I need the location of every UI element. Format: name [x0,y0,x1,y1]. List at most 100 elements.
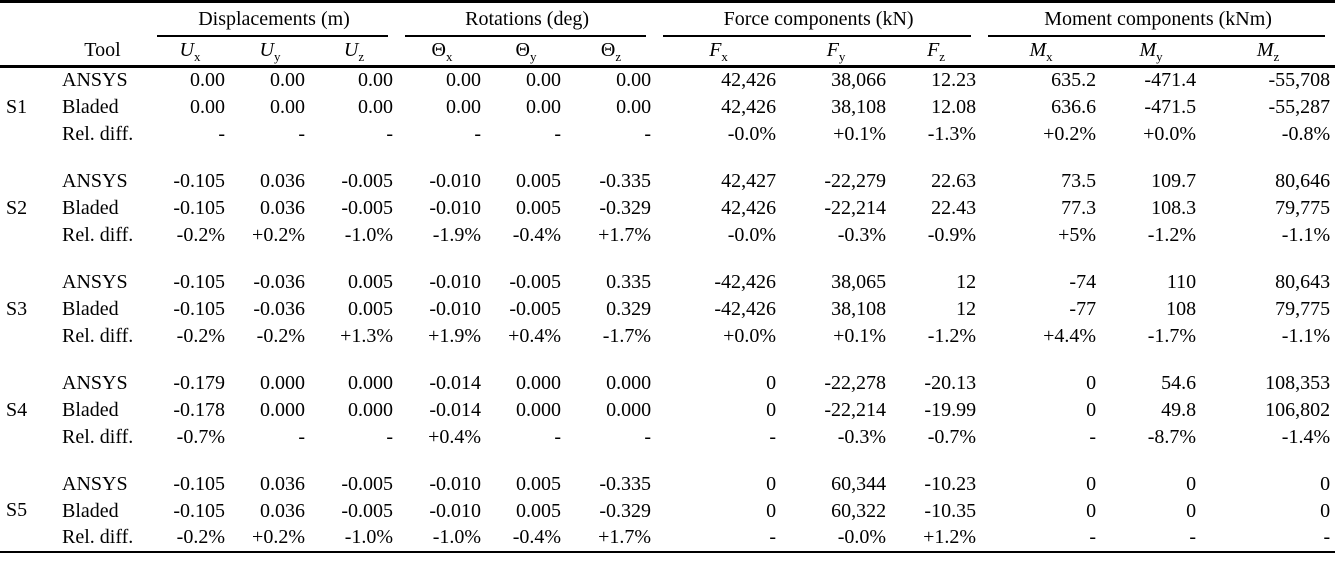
value-cell: +1.7% [598,526,652,548]
value-cell: +0.1% [833,122,887,145]
value-cell: -0.010 [429,499,482,522]
table-row: Rel. diff. -0.7% - - +0.4% - - - -0.3% -0.7% - -8.7… [0,424,1335,451]
value-cell: 22.43 [931,196,977,219]
value-cell: 0.00 [358,95,394,118]
symbol-u: U [179,39,194,62]
value-cell: 0.00 [270,69,305,92]
spacer-cell [0,249,1335,269]
value-cell: -471.5 [1144,95,1197,118]
value-cell: -1.1% [1281,223,1331,246]
table-row: Bladed -0.105 0.036 -0.005 -0.010 0.005 -0.329… [0,498,1335,525]
value-cell: +5% [1058,223,1097,246]
section-spacer [0,350,1335,370]
value-cell: 0.00 [526,95,562,118]
value-cell: -1.2% [1147,223,1197,246]
value-cell: 42,427 [721,169,777,192]
value-cell: -0.7% [927,425,977,448]
value-cell: -1.7% [602,324,652,347]
value-cell: 108,353 [1265,371,1331,394]
symbol-m: M [1256,39,1274,62]
subscript-z: z [939,49,946,65]
value-cell: 0.005 [348,270,394,293]
value-cell: 0.000 [516,371,562,394]
value-cell: -22,279 [824,169,887,192]
value-cell: 38,065 [831,270,887,293]
table-row: S5 ANSYS -0.105 0.036 -0.005 -0.010 0.005 -0.33… [0,471,1335,522]
value-cell: 77.3 [1061,196,1097,219]
value-cell: 60,322 [831,499,887,522]
value-cell: -0.014 [429,398,482,421]
value-cell: 0.036 [260,196,305,219]
value-cell: -42,426 [714,270,777,293]
tool-cell: Rel. diff. [62,425,134,448]
value-cell: -0.179 [173,371,225,394]
value-cell: -0.036 [253,270,305,293]
value-cell: 0.000 [260,398,305,421]
symbol-f: F [826,39,839,62]
value-cell: -0.2% [176,526,225,548]
value-cell: 38,108 [831,297,887,320]
value-cell: -1.1% [1281,324,1331,347]
col-header-tool: Tool [55,36,150,68]
value-cell: -1.9% [432,223,482,246]
col-header-theta-z: Θz [566,36,657,68]
value-cell: +1.2% [923,526,977,548]
value-cell: -0.005 [341,472,394,495]
table-row: Rel. diff. -0.2% +0.2% -1.0% -1.0% -0.4% +1.7%… [0,525,1335,552]
value-cell: 38,108 [831,95,887,118]
value-cell: - [298,122,305,145]
value-cell: 0.036 [260,472,305,495]
spacer-cell [0,148,1335,168]
col-header-my: My [1101,36,1202,68]
group-header-moments: Moment components (kNm) [981,2,1335,37]
symbol-u: U [259,39,274,62]
table-row: Bladed -0.105 -0.036 0.005 -0.010 -0.005 0.329… [0,296,1335,323]
tool-cell: Rel. diff. [62,122,134,145]
value-cell: - [298,425,305,448]
value-cell: +0.2% [252,526,305,548]
tool-cell: Rel. diff. [62,324,134,347]
value-cell: 80,646 [1275,169,1331,192]
symbol-theta: Θ [515,39,530,62]
col-header-uy: Uy [230,36,310,68]
value-cell: 0 [1086,472,1097,495]
value-cell: 42,426 [721,196,777,219]
value-cell: 0.00 [190,95,225,118]
value-cell: 0.005 [516,196,562,219]
value-cell: 109.7 [1151,169,1197,192]
value-cell: 12.08 [931,95,977,118]
group-header-row: Displacements (m) Rotations (deg) Force … [0,2,1335,37]
value-cell: -0.105 [173,499,225,522]
value-cell: -0.2% [176,324,225,347]
value-cell: -0.2% [256,324,305,347]
value-cell: 0 [1186,499,1197,522]
value-cell: 0.00 [190,69,225,92]
spacer-cell [0,350,1335,370]
value-cell: - [386,425,394,448]
value-cell: -10.23 [924,472,977,495]
value-cell: 0 [1086,499,1097,522]
value-cell: - [474,122,482,145]
symbol-f: F [927,39,940,62]
value-cell: -22,214 [824,398,887,421]
subheader-corner [0,36,55,68]
value-cell: -0.178 [173,398,225,421]
subscript-x: x [721,49,728,65]
col-header-mz: Mz [1201,36,1335,68]
tool-cell: Rel. diff. [62,526,134,548]
value-cell: +1.9% [428,324,482,347]
value-cell: - [769,425,777,448]
value-cell: - [218,122,225,145]
value-cell: 0.00 [446,69,482,92]
value-cell: -471.4 [1144,69,1197,92]
value-cell: 0.329 [606,297,652,320]
value-cell: -0.010 [429,169,482,192]
value-cell: -0.0% [837,526,887,548]
value-cell: 0 [766,472,777,495]
value-cell: -0.9% [927,223,977,246]
value-cell: -0.3% [837,223,887,246]
value-cell: 73.5 [1061,169,1097,192]
symbol-m: M [1029,39,1047,62]
value-cell: 0 [766,499,777,522]
subscript-z: z [358,49,365,65]
